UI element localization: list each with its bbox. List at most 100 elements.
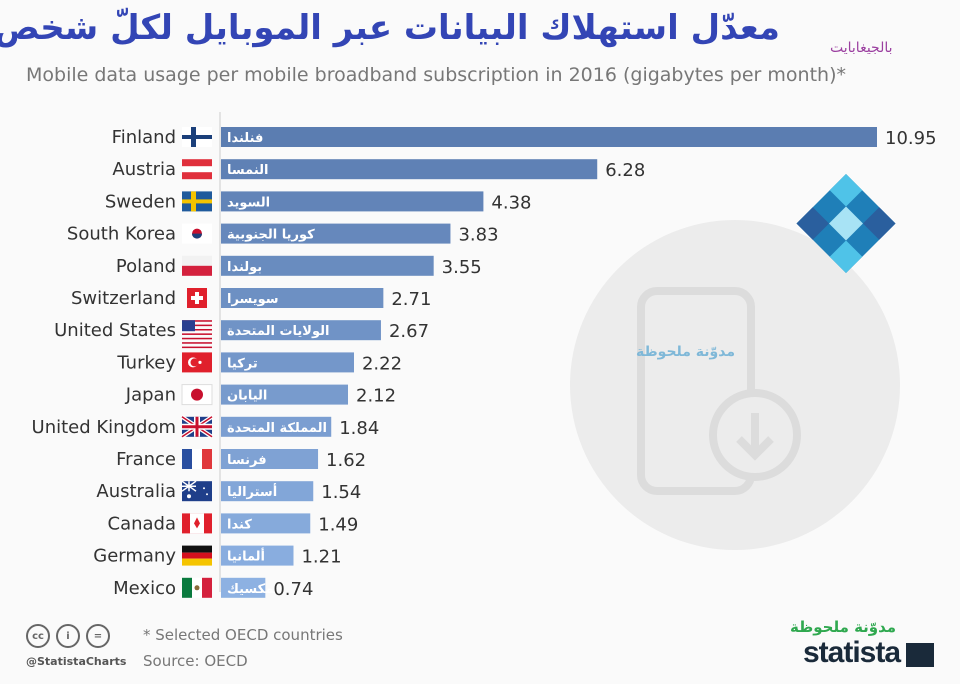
value-label: 1.21 (301, 547, 341, 568)
bar-label-arabic: الولايات المتحدة (227, 324, 329, 339)
flag-icon (182, 191, 212, 212)
value-label: 10.95 (885, 128, 937, 149)
country-label: Canada (108, 513, 177, 534)
attribution-icon: i (56, 624, 80, 648)
country-label: Finland (112, 127, 176, 148)
country-label: Turkey (116, 352, 176, 373)
bar-row: Poland بولندا 3.55 (116, 255, 482, 278)
country-label: Mexico (113, 578, 176, 599)
bar (221, 191, 484, 212)
blog-name: مدوّنة ملحوظة (790, 618, 897, 636)
flag-icon (182, 513, 212, 534)
bar-label-arabic: كندا (227, 517, 252, 532)
bar-row: Japan اليابان 2.12 (125, 384, 396, 407)
footnote: * Selected OECD countries (143, 626, 343, 644)
value-label: 0.74 (273, 579, 313, 600)
no-derivatives-icon: = (86, 624, 110, 648)
value-label: 6.28 (605, 160, 645, 181)
bar-label-arabic: تركيا (227, 356, 258, 371)
bar-row: Sweden السويد 4.38 (105, 191, 531, 213)
bar-row: Switzerland سويسرا 2.71 (71, 288, 431, 310)
cc-icon: cc (26, 624, 50, 648)
bar-label-arabic: فرنسا (227, 453, 267, 468)
country-label: United Kingdom (32, 417, 176, 438)
bar (221, 416, 332, 437)
bar-row: United Kingdom المملكة المتحدة 1.84 (32, 415, 379, 439)
bar (221, 481, 314, 502)
bar-label-arabic: اليابان (227, 389, 267, 404)
bar-label-arabic: فنلندا (227, 131, 263, 146)
flag-icon (182, 320, 212, 349)
value-label: 2.71 (391, 289, 431, 310)
blog-logo-diamond (796, 174, 896, 273)
unit-label-arabic: بالجيغابايت (830, 40, 893, 56)
bar-row: Canada كندا 1.49 (108, 513, 358, 535)
country-label: France (116, 449, 176, 470)
country-label: Germany (93, 546, 176, 567)
value-label: 4.38 (491, 192, 531, 213)
value-label: 2.67 (389, 321, 429, 342)
bar (221, 255, 434, 276)
bar-row: Australia أستراليا 1.54 (96, 480, 361, 503)
flag-icon (182, 577, 212, 598)
value-label: 1.62 (326, 450, 366, 471)
bar-row: Finland فنلندا 10.95 (112, 127, 937, 149)
bar-row: Turkey تركيا 2.22 (116, 352, 402, 374)
bar (221, 513, 311, 534)
bar (221, 288, 384, 308)
subtitle: Mobile data usage per mobile broadband s… (26, 64, 846, 86)
title-arabic: معدّل استهلاك البيانات عبر الموبايل لكلّ… (0, 8, 780, 48)
bar-row: South Korea كوريا الجنوبية 3.83 (67, 223, 499, 246)
flag-icon (182, 127, 212, 147)
country-label: Austria (112, 159, 176, 180)
flag-icon (181, 384, 213, 406)
bar-row: Austria النمسا 6.28 (112, 159, 645, 181)
country-label: Sweden (105, 191, 176, 212)
bar (221, 159, 598, 180)
value-label: 1.54 (321, 482, 361, 503)
flag-icon (182, 545, 212, 566)
source: Source: OECD (143, 652, 248, 670)
bar-row: United States الولايات المتحدة 2.67 (54, 320, 429, 349)
bar-label-arabic: المملكة المتحدة (227, 421, 327, 436)
flag-icon (180, 415, 214, 439)
flag-icon (182, 159, 212, 180)
bar (221, 320, 381, 341)
flag-icon (182, 223, 212, 244)
bar-label-arabic: المكسيك (227, 582, 283, 597)
flag-icon (187, 288, 207, 308)
flag-icon (181, 480, 212, 502)
bar (221, 545, 294, 566)
bar-row: Germany ألمانيا 1.21 (93, 545, 342, 568)
bar (221, 449, 319, 469)
twitter-handle: @StatistaCharts (26, 655, 127, 668)
value-label: 2.22 (362, 353, 402, 374)
statista-logo: statista (803, 636, 901, 669)
bar-chart: Finland فنلندا 10.95 Austria النمسا 6.28 Swede… (32, 112, 937, 600)
country-label: Poland (116, 256, 176, 277)
country-label: South Korea (67, 224, 176, 245)
flag-icon (182, 352, 212, 373)
bar-label-arabic: بولندا (227, 260, 262, 275)
bar-label-arabic: السويد (227, 195, 270, 210)
value-label: 3.83 (458, 225, 498, 246)
bar (221, 352, 354, 373)
value-label: 3.55 (442, 257, 482, 278)
flag-icon (182, 255, 212, 276)
country-label: Switzerland (71, 288, 176, 309)
flag-icon (182, 449, 212, 469)
statista-logo-icon (906, 643, 934, 667)
bar-label-arabic: ألمانيا (227, 548, 265, 565)
bar (221, 577, 266, 598)
license-icons: cc i = (26, 624, 110, 648)
watermark: مدوّنة ملحوظة (636, 344, 736, 360)
bar-label-arabic: كوريا الجنوبية (227, 228, 315, 243)
value-label: 1.84 (339, 418, 379, 439)
phone-download-icon (637, 287, 801, 495)
value-label: 1.49 (318, 514, 358, 535)
country-label: Japan (125, 385, 176, 406)
bar (221, 223, 451, 244)
value-label: 2.12 (356, 386, 396, 407)
